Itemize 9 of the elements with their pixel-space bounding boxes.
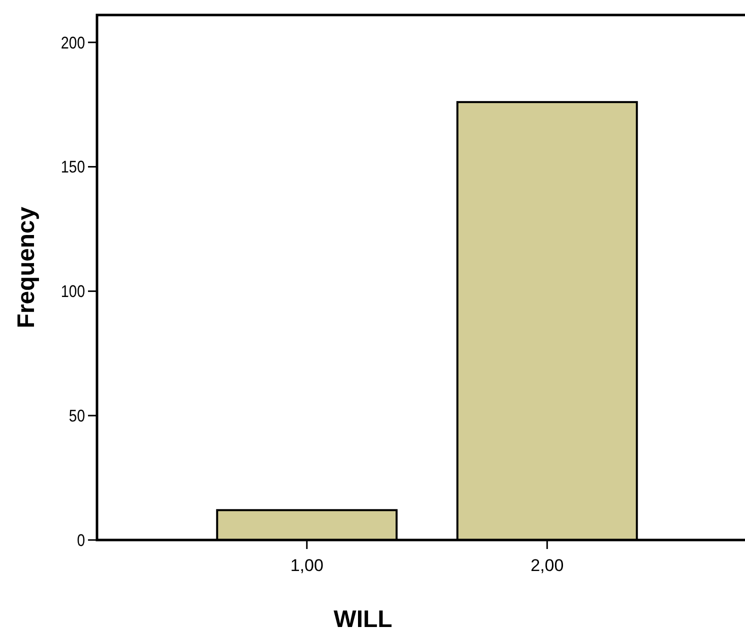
y-tick-label: 100 [60,283,86,302]
y-tick-label: 50 [68,408,86,426]
y-tick-label: 0 [76,532,86,550]
y-axis-title: Frequency [13,206,40,328]
x-tick-label: 2,00 [530,556,564,575]
x-tick-label: 1,00 [290,556,324,575]
x-axis-title: WILL [334,606,392,633]
y-tick-label: 150 [60,158,86,178]
y-tick-label: 200 [60,34,86,53]
